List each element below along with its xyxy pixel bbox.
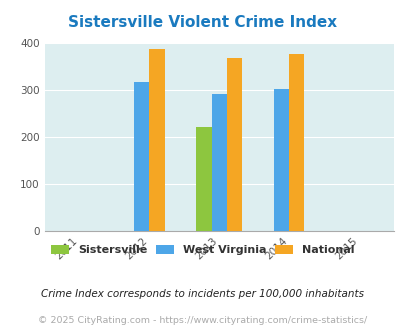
Bar [134, 82, 149, 231]
Legend: Sistersville, West Virginia, National: Sistersville, West Virginia, National [48, 241, 357, 258]
Bar [211, 94, 226, 231]
Bar [196, 127, 211, 231]
Text: © 2025 CityRating.com - https://www.cityrating.com/crime-statistics/: © 2025 CityRating.com - https://www.city… [38, 315, 367, 325]
Bar [226, 58, 242, 231]
Bar [149, 49, 164, 231]
Text: Sistersville Violent Crime Index: Sistersville Violent Crime Index [68, 15, 337, 30]
Bar [288, 54, 304, 231]
Bar [273, 89, 288, 231]
Text: Crime Index corresponds to incidents per 100,000 inhabitants: Crime Index corresponds to incidents per… [41, 289, 364, 299]
